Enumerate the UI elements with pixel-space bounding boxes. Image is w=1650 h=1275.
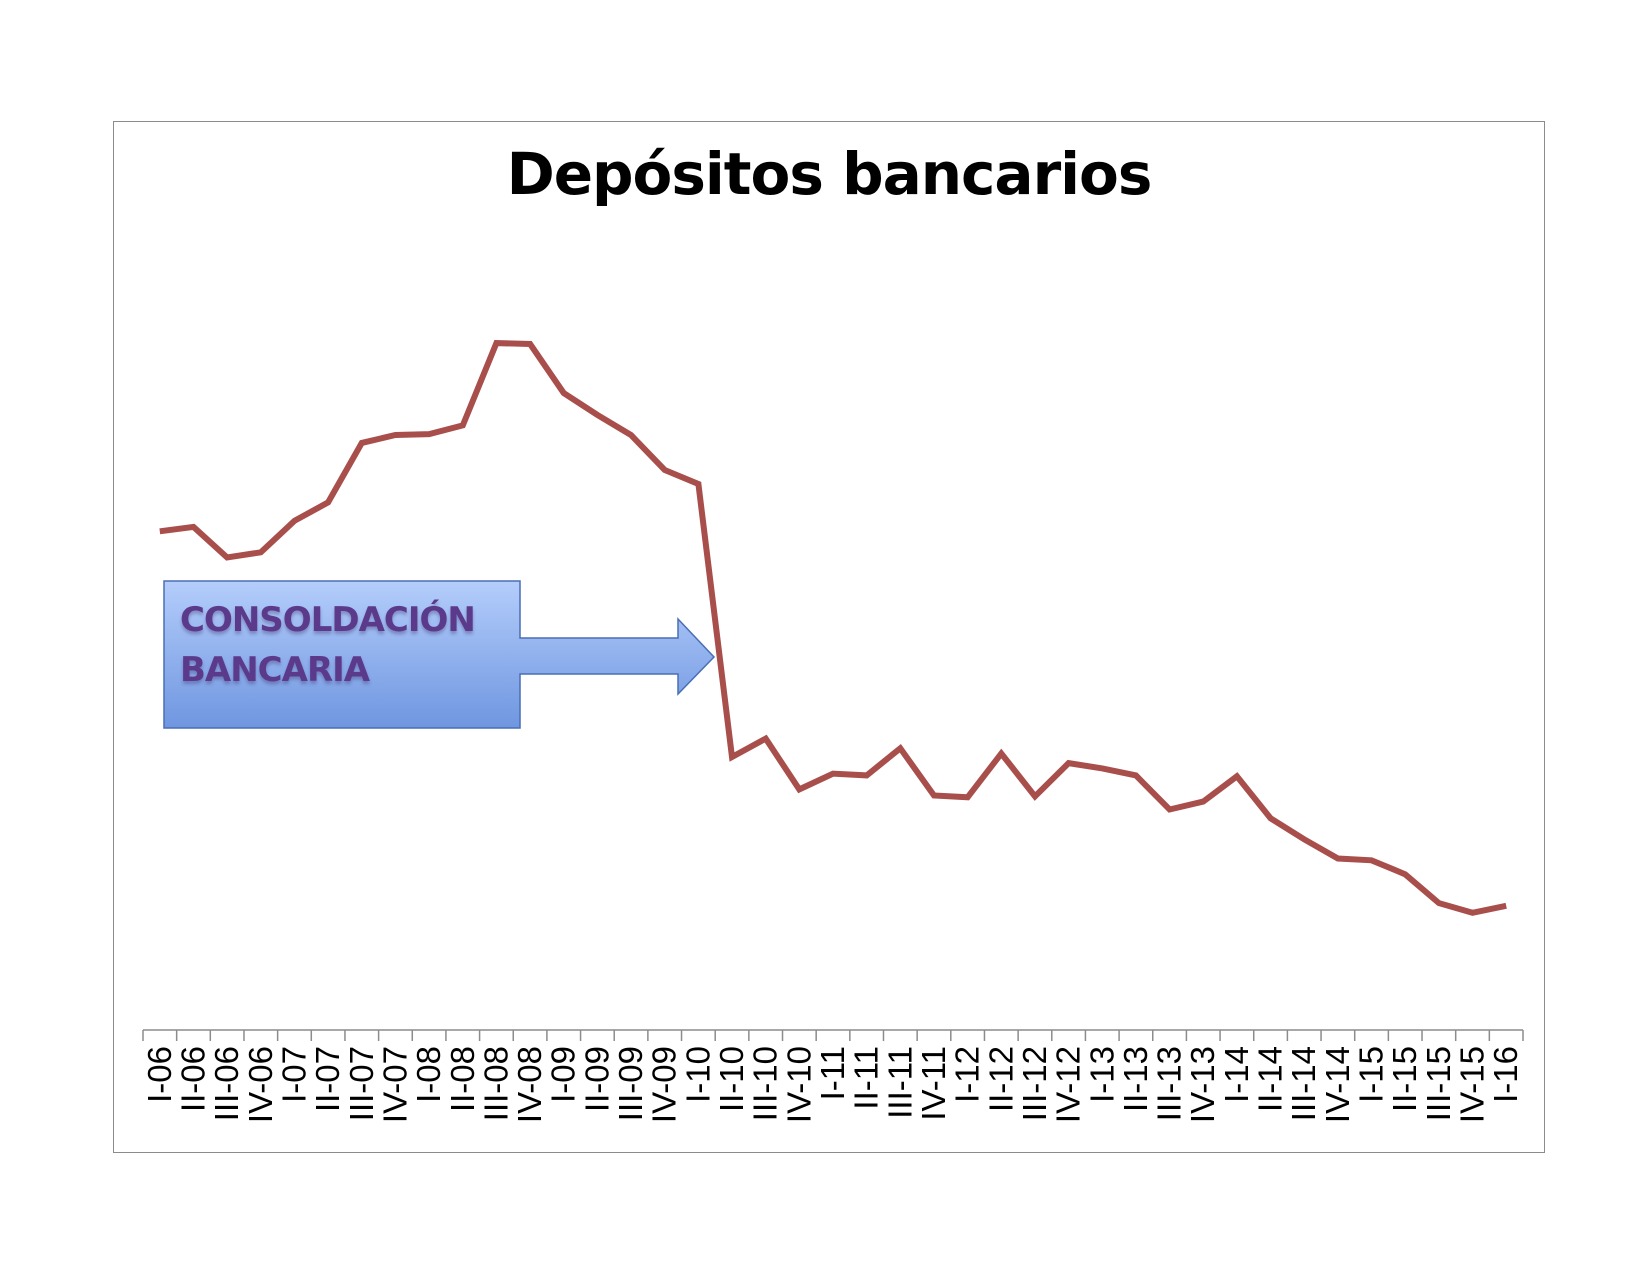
x-tick-labels: I-06II-06III-06IV-06I-07II-07III-07IV-07… [141,1046,1524,1123]
x-tick-label: I-12 [949,1046,986,1103]
callout-arrow [163,580,716,729]
x-tick-label: I-15 [1353,1046,1390,1103]
x-tick-label: IV-08 [511,1046,548,1123]
x-tick-label: III-13 [1151,1046,1188,1121]
x-axis [142,1029,1524,1041]
x-tick-label: II-08 [444,1046,481,1112]
chart-title: Depósitos bancarios [506,140,1153,208]
x-tick-label: II-12 [982,1046,1019,1112]
x-tick-label: III-11 [881,1046,918,1119]
x-tick-label: III-08 [477,1046,514,1121]
callout-arrow-shape [163,580,716,729]
x-tick-label: IV-06 [242,1046,279,1123]
x-tick-label: III-10 [747,1046,784,1121]
callout-label-line-1: CONSOLDACIÓN [180,600,476,640]
x-tick-label: IV-07 [376,1046,413,1123]
x-tick-label: I-14 [1218,1046,1255,1103]
x-tick-label: IV-12 [1050,1046,1087,1123]
x-tick-label: I-10 [679,1046,716,1103]
x-tick-label: II-15 [1386,1046,1423,1112]
x-tick-label: I-06 [141,1046,178,1103]
x-tick-label: II-13 [1117,1046,1154,1112]
x-tick-label: II-07 [309,1046,346,1112]
x-tick-label: I-11 [814,1046,851,1100]
x-tick-label: I-09 [545,1046,582,1103]
x-tick-label: III-15 [1420,1046,1457,1121]
x-tick-label: IV-14 [1319,1046,1356,1123]
callout-label-line-2: BANCARIA [180,650,370,690]
x-tick-label: III-09 [612,1046,649,1121]
x-tick-label: I-16 [1487,1046,1524,1103]
x-tick-label: III-12 [1016,1046,1053,1121]
x-tick-label: II-06 [174,1046,211,1112]
x-tick-label: III-14 [1285,1046,1322,1121]
x-tick-label: IV-09 [646,1046,683,1123]
x-tick-label: I-08 [410,1046,447,1103]
x-tick-label: II-14 [1252,1046,1289,1112]
x-tick-label: IV-15 [1454,1046,1491,1123]
x-tick-label: III-06 [208,1046,245,1121]
x-tick-label: II-10 [713,1046,750,1112]
callout-label: CONSOLDACIÓN BANCARIA [180,595,510,695]
series-layer [159,340,1507,916]
x-tick-label: IV-10 [780,1046,817,1123]
x-tick-label: IV-13 [1184,1046,1221,1123]
x-tick-label: IV-11 [915,1046,952,1121]
x-tick-label: III-07 [343,1046,380,1121]
x-tick-label: II-09 [578,1046,615,1112]
x-tick-label: I-13 [1083,1046,1120,1103]
x-tick-label: II-11 [848,1046,885,1110]
x-tick-label: I-07 [275,1046,312,1103]
